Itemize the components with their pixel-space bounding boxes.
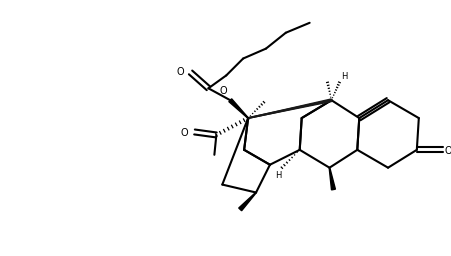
Polygon shape <box>238 192 256 211</box>
Text: O: O <box>177 67 184 77</box>
Polygon shape <box>328 168 335 190</box>
Polygon shape <box>228 99 248 118</box>
Polygon shape <box>248 99 331 118</box>
Text: H: H <box>341 72 347 81</box>
Text: O: O <box>180 128 188 138</box>
Text: H: H <box>274 171 281 180</box>
Text: O: O <box>219 86 227 96</box>
Text: O: O <box>444 146 451 156</box>
